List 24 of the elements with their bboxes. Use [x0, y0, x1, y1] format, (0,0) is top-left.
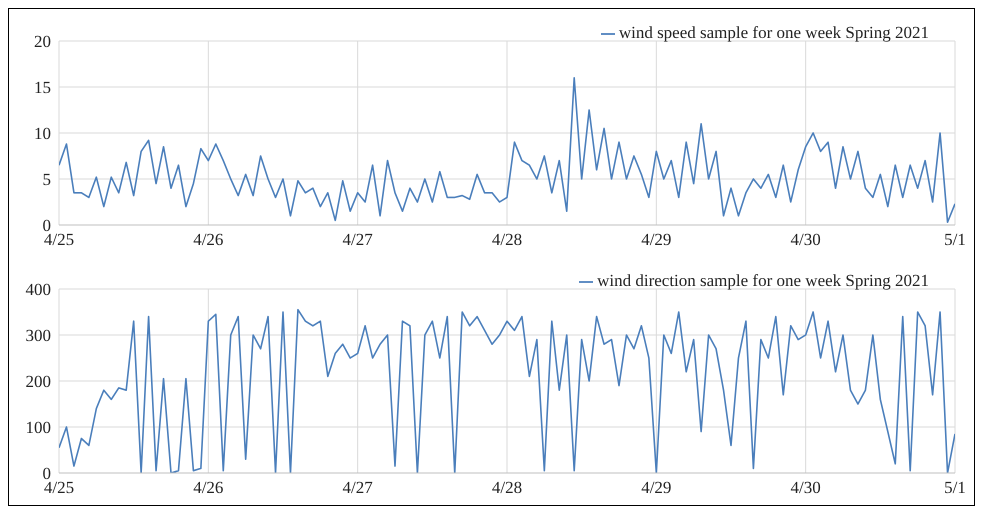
x-tick-label: 4/27 — [342, 478, 374, 498]
x-tick-label: 4/29 — [641, 230, 672, 250]
x-tick-label: 4/26 — [193, 478, 224, 498]
x-tick-label: 4/30 — [790, 478, 821, 498]
y-tick-label: 200 — [26, 372, 51, 392]
y-tick-label: 400 — [26, 280, 51, 300]
y-tick-label: 300 — [26, 326, 51, 346]
legend-label: wind speed sample for one week Spring 2021 — [618, 23, 929, 42]
x-tick-label: 4/27 — [342, 230, 374, 250]
y-tick-label: 100 — [26, 418, 51, 438]
x-tick-label: 5/1 — [944, 230, 966, 250]
legend-label: wind direction sample for one week Spring 2021 — [597, 271, 929, 290]
y-tick-label: 10 — [34, 124, 51, 144]
line-series — [59, 77, 955, 224]
y-tick-label: 5 — [42, 170, 51, 190]
x-tick-label: 5/1 — [944, 478, 966, 498]
x-tick-label: 4/29 — [641, 478, 672, 498]
x-tick-label: 4/30 — [790, 230, 821, 250]
x-tick-label: 4/26 — [193, 230, 224, 250]
x-tick-label: 4/28 — [492, 478, 522, 498]
line-series — [59, 308, 955, 473]
y-tick-label: 20 — [34, 32, 51, 52]
y-tick-label: 15 — [34, 78, 51, 98]
x-tick-label: 4/28 — [492, 230, 522, 250]
